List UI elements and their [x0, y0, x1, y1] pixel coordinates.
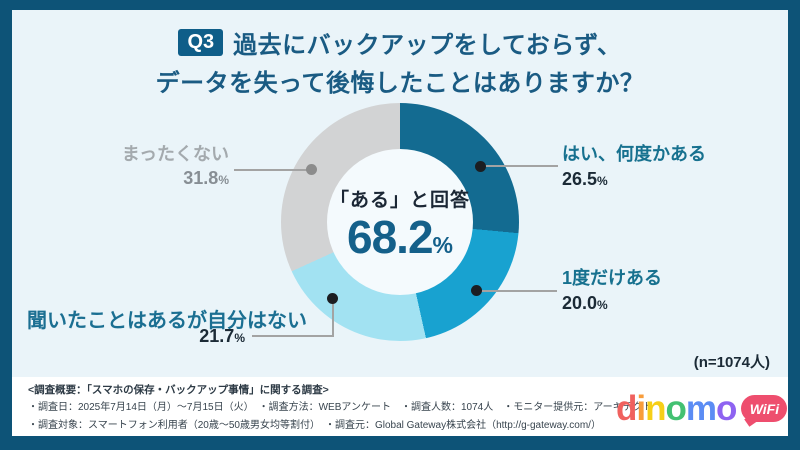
- segment-value-number: 20.0: [562, 293, 598, 313]
- leader-dot: [471, 285, 482, 296]
- title-line-1: Q3 過去にバックアップをしておらず、: [0, 25, 800, 60]
- survey-notes: <調査概要：「スマホの保存・バックアップ事情」に関する調査> ・調査日：2025…: [28, 381, 653, 435]
- leader-line: [479, 290, 557, 292]
- callout-only-once: 1度だけある 20.0%: [562, 264, 662, 314]
- leader-line: [234, 169, 308, 171]
- leader-line: [252, 335, 332, 337]
- brand-logo: dinomo WiFi: [616, 389, 788, 428]
- title-text-1: 過去にバックアップをしておらず、: [233, 32, 622, 59]
- logo-letter: o: [716, 389, 737, 428]
- survey-overview-line: <調査概要：「スマホの保存・バックアップ事情」に関する調査>: [28, 384, 329, 396]
- question-number-badge: Q3: [178, 29, 224, 56]
- title-text-2: データを失って後悔したことはありますか？: [155, 70, 645, 97]
- logo-wordmark: dinomo: [616, 389, 737, 428]
- donut-ring: 「ある」と回答 68.2%: [281, 103, 519, 341]
- center-value-unit: %: [432, 231, 453, 258]
- segment-value-unit: %: [597, 298, 608, 312]
- segment-label: 1度だけある: [562, 268, 663, 288]
- segment-value: 31.8%: [122, 168, 229, 189]
- leader-dot: [306, 164, 317, 175]
- page-title: Q3 過去にバックアップをしておらず、 データを失って後悔したことはありますか？: [0, 25, 800, 98]
- logo-letter: d: [616, 389, 637, 428]
- survey-detail-line-1: ・調査日：2025年7月14日（月）〜7月15日（火） ・調査方法：WEBアンケ…: [28, 402, 653, 413]
- leader-dot: [475, 161, 486, 172]
- callout-yes-several-times: はい、何度かある 26.5%: [562, 140, 706, 190]
- segment-value-number: 31.8: [183, 168, 219, 188]
- segment-label: まったくない: [121, 144, 229, 164]
- segment-value-unit: %: [597, 174, 608, 188]
- segment-label: はい、何度かある: [562, 144, 706, 164]
- segment-value: 21.7%: [199, 326, 245, 347]
- segment-value: 20.0%: [562, 293, 662, 314]
- segment-value-number: 21.7: [199, 326, 235, 346]
- logo-letter: n: [645, 389, 666, 428]
- footer-band: [12, 377, 788, 436]
- logo-badge-text: WiFi: [749, 400, 780, 417]
- segment-value-unit: %: [234, 331, 245, 345]
- leader-dot: [327, 293, 338, 304]
- survey-detail-line-2: ・調査対象：スマートフォン利用者（20歳〜50歳男女均等割付） ・調査元：Glo…: [28, 420, 601, 431]
- logo-wifi-badge: WiFi: [741, 395, 788, 427]
- logo-letter: o: [665, 389, 687, 428]
- leader-line: [482, 165, 558, 167]
- segment-value-unit: %: [218, 173, 229, 187]
- sample-size-label: (n=1074人): [693, 354, 770, 371]
- logo-letter: m: [685, 389, 717, 428]
- logo-letter: i: [636, 389, 646, 428]
- segment-value-number: 26.5: [562, 169, 598, 189]
- center-value-number: 68.2: [347, 210, 434, 263]
- donut-center-label: 「ある」と回答: [329, 189, 470, 211]
- segment-value: 26.5%: [562, 169, 706, 190]
- callout-not-at-all: まったくない 31.8%: [122, 140, 229, 189]
- leader-line: [332, 299, 334, 337]
- callout-heard-but-not-me: 聞いたことはあるが自分はない: [27, 310, 307, 332]
- donut-center-value: 68.2%: [347, 214, 453, 260]
- donut-center: 「ある」と回答 68.2%: [327, 149, 473, 295]
